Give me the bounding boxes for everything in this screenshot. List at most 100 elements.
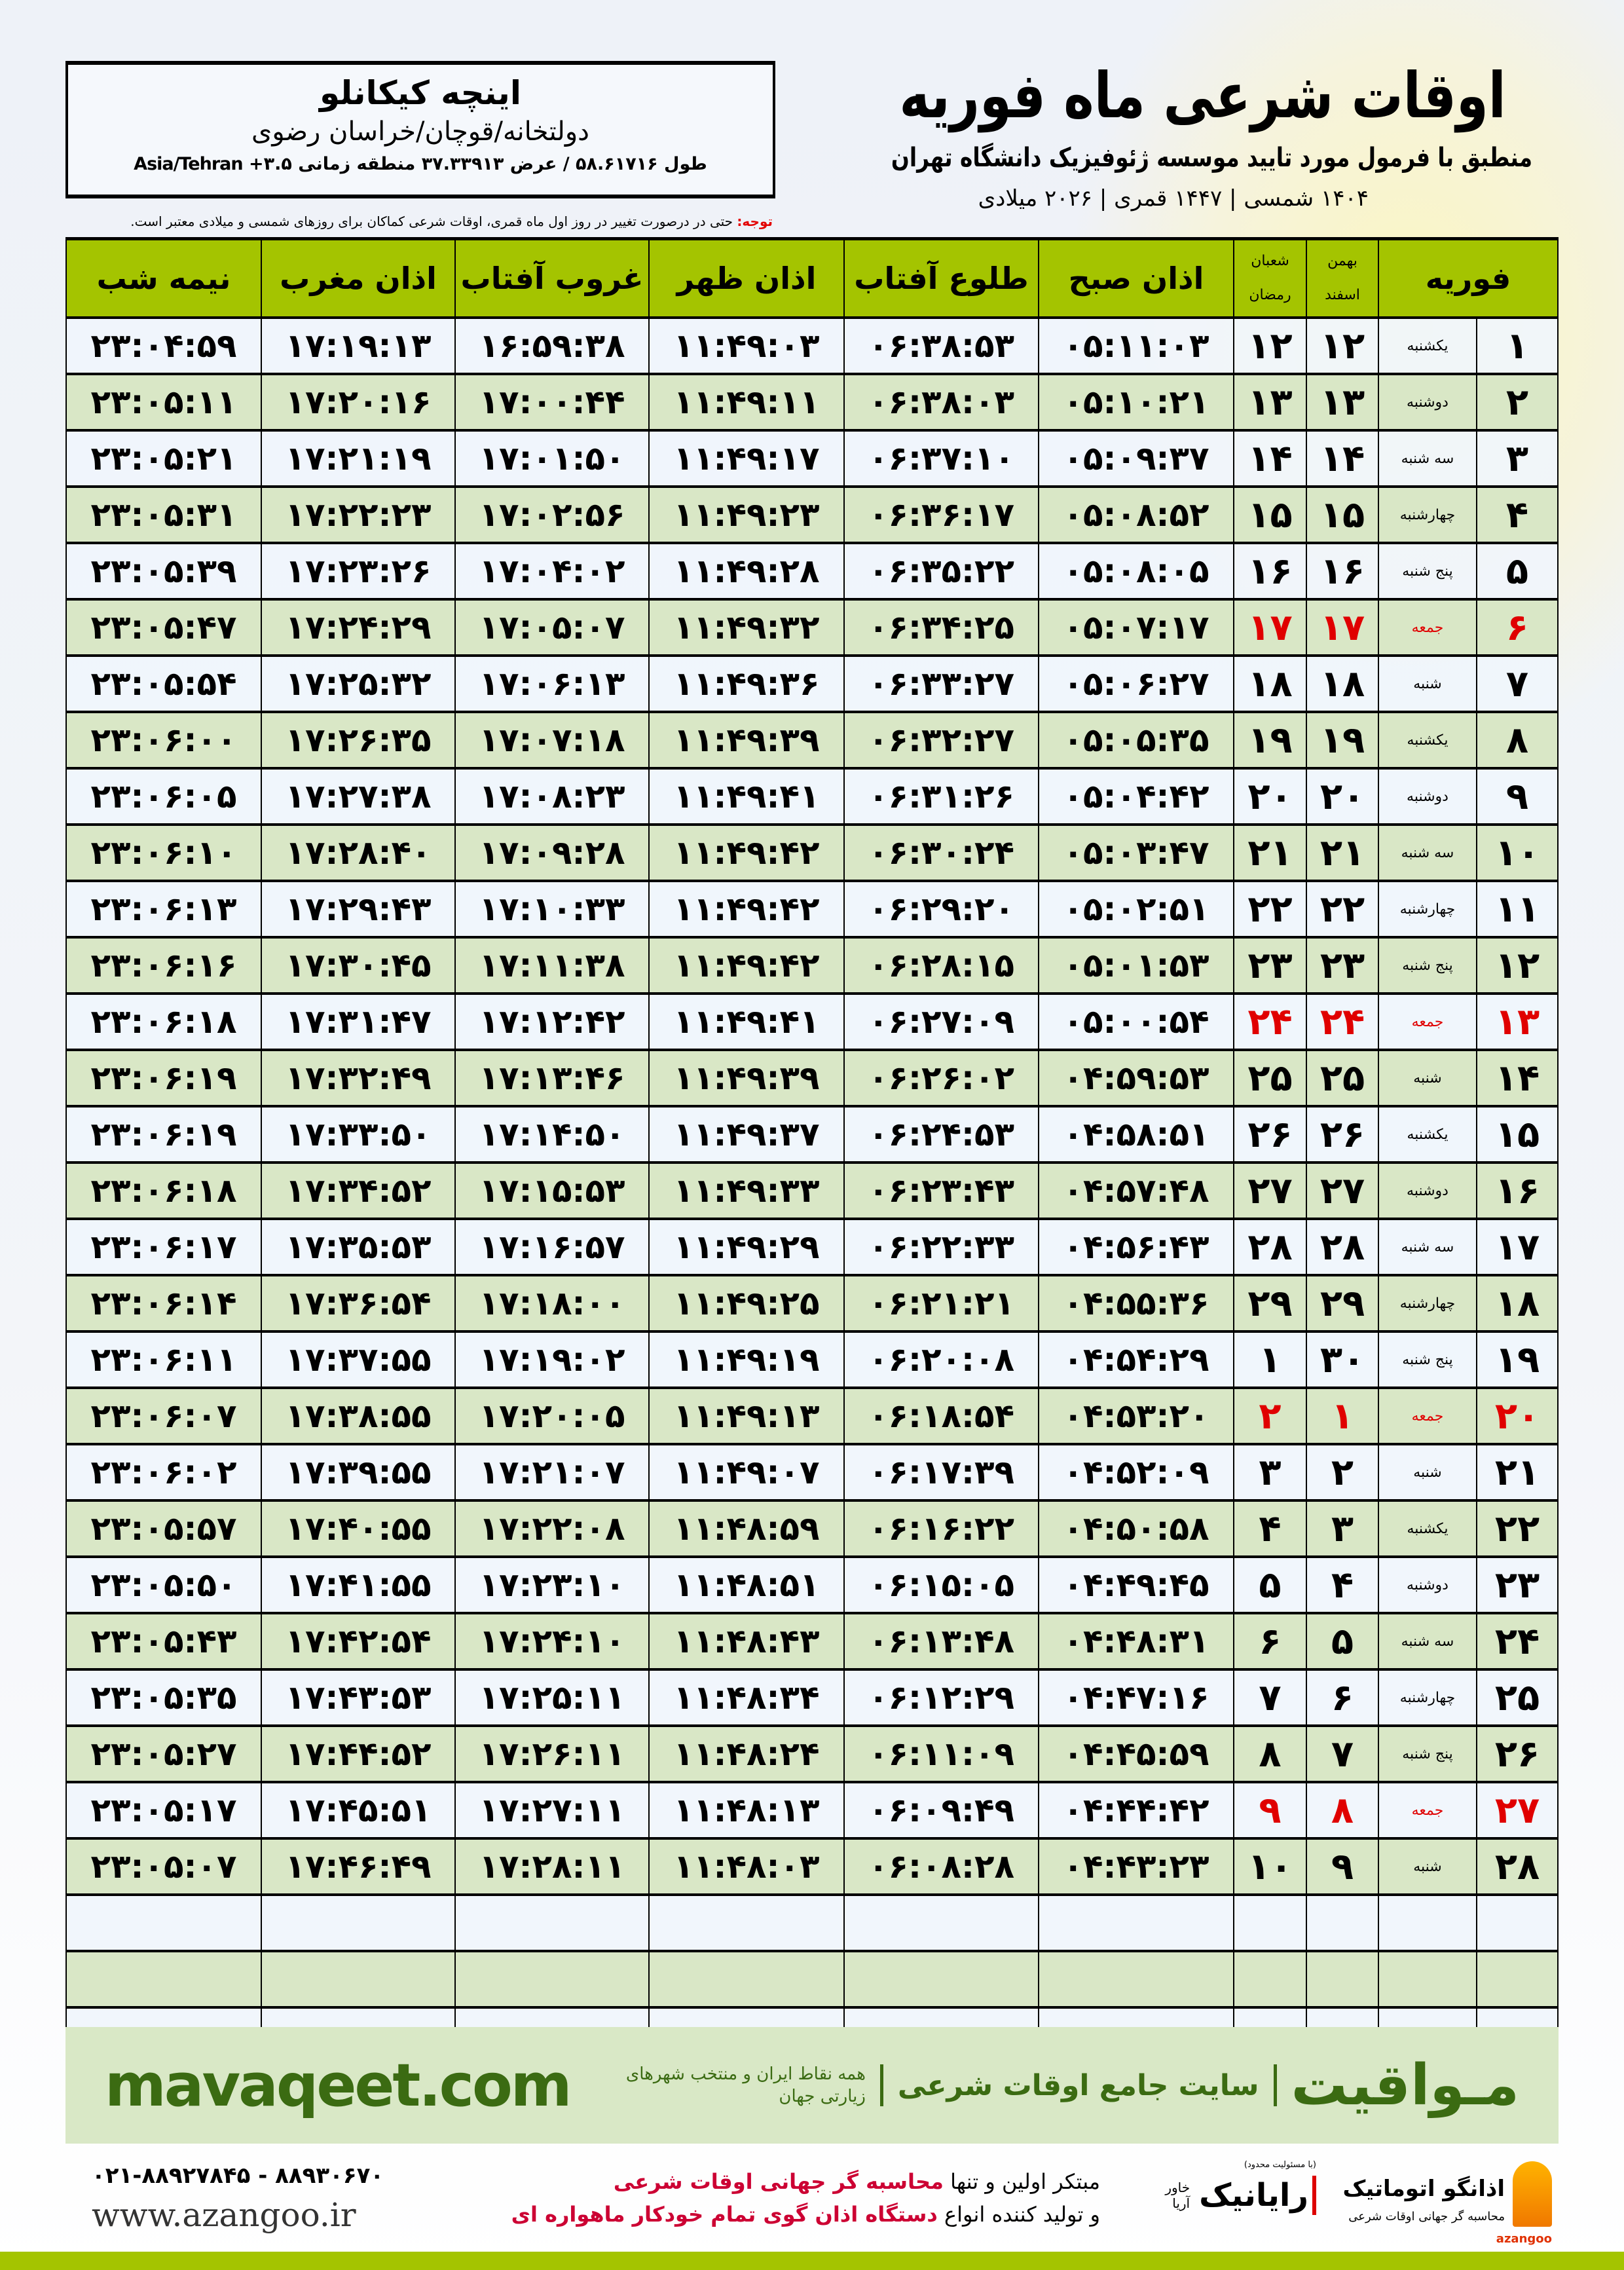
header-lunar-top: شعبان [1251,253,1289,269]
sobh-time: ۰۵:۰۸:۵۲ [1038,486,1234,544]
solar-day: ۲۲ [1306,880,1379,938]
solar-day: ۲۴ [1306,993,1379,1051]
day-number: ۱۸ [1476,1275,1559,1332]
tolu-time: ۰۶:۳۸:۵۳ [843,317,1039,375]
ghorub-time: ۱۷:۲۲:۰۸ [454,1500,650,1557]
maghrib-time: ۱۷:۲۳:۲۶ [261,542,456,600]
weekday: چهارشنبه [1378,880,1477,938]
maghrib-time: ۱۷:۴۵:۵۱ [261,1781,456,1839]
empty-row [65,1950,1559,2008]
lunar-day: ۸ [1233,1725,1307,1783]
zohr-time: ۱۱:۴۹:۲۳ [648,486,845,544]
rayanik-name: رایانیک [1199,2176,1316,2215]
table-row: ۱ یکشنبه ۱۲ ۱۲ ۰۵:۱۱:۰۳ ۰۶:۳۸:۵۳ ۱۱:۴۹:۰۳ ۱۶:۵۹… [65,317,1559,375]
tolu-time: ۰۶:۰۸:۲۸ [843,1838,1039,1895]
table-row: ۱۵ یکشنبه ۲۶ ۲۶ ۰۴:۵۸:۵۱ ۰۶:۲۴:۵۳ ۱۱:۴۹:۳۷ ۱۷:۱… [65,1106,1559,1163]
tolu-time: ۰۶:۳۱:۲۶ [843,768,1039,825]
zohr-time: ۱۱:۴۹:۳۹ [648,711,845,769]
zohr-time: ۱۱:۴۹:۱۹ [648,1331,845,1388]
table-row: ۶ جمعه ۱۷ ۱۷ ۰۵:۰۷:۱۷ ۰۶:۳۴:۲۵ ۱۱:۴۹:۳۲ ۱۷:۰۵:۰… [65,599,1559,656]
weekday [1378,1950,1477,2008]
ghorub-time: ۱۷:۱۹:۰۲ [454,1331,650,1388]
calendar-years-wrap: ۱۴۰۴ شمسی | ۱۴۴۷ قمری | ۲۰۲۶ میلادی [786,185,1532,212]
zohr-time: ۱۱:۴۸:۵۹ [648,1500,845,1557]
maghrib-time: ۱۷:۴۱:۵۵ [261,1556,456,1614]
table-row: ۲۷ جمعه ۸ ۹ ۰۴:۴۴:۴۲ ۰۶:۰۹:۴۹ ۱۱:۴۸:۱۳ ۱۷:۲۷:۱۱… [65,1781,1559,1839]
lunar-day: ۲۹ [1233,1275,1307,1332]
solar-day: ۱ [1306,1387,1379,1445]
solar-day: ۱۹ [1306,711,1379,769]
sobh-time: ۰۴:۵۸:۵۱ [1038,1106,1234,1163]
weekday: جمعه [1378,599,1477,656]
ghorub-time: ۱۷:۲۱:۰۷ [454,1443,650,1501]
zohr-time: ۱۱:۴۸:۰۳ [648,1838,845,1895]
maghrib-time: ۱۷:۳۰:۴۵ [261,937,456,994]
weekday: دوشنبه [1378,1162,1477,1219]
zohr-time: ۱۱:۴۹:۱۷ [648,430,845,487]
tolu-time: ۰۶:۳۲:۲۷ [843,711,1039,769]
nimeh-time: ۲۳:۰۵:۴۳ [65,1612,262,1670]
phone-numbers: ۰۲۱-۸۸۹۲۷۸۴۵ - ۸۸۹۳۰۶۷۰ [92,2163,384,2189]
zohr-time: ۱۱:۴۸:۱۳ [648,1781,845,1839]
sobh-time: ۰۵:۰۳:۴۷ [1038,824,1234,882]
sobh-time [1038,1894,1234,1952]
page-title-wrap: اوقات شرعی ماه فوریه [786,56,1532,135]
solar-day: ۱۴ [1306,430,1379,487]
day-number: ۸ [1476,711,1559,769]
maghrib-time: ۱۷:۳۹:۵۵ [261,1443,456,1501]
maghrib-time: ۱۷:۳۷:۵۵ [261,1331,456,1388]
solar-day: ۲۰ [1306,768,1379,825]
solar-day: ۲۹ [1306,1275,1379,1332]
header-zohr: اذان ظهر [648,237,845,318]
zohr-time: ۱۱:۴۸:۲۴ [648,1725,845,1783]
weekday: شنبه [1378,1049,1477,1107]
weekday: سه شنبه [1378,430,1477,487]
table-row: ۲۰ جمعه ۱ ۲ ۰۴:۵۳:۲۰ ۰۶:۱۸:۵۴ ۱۱:۴۹:۱۳ ۱۷:۲۰:۰۵… [65,1387,1559,1445]
promo-line2: و تولید کننده انواع [937,2202,1100,2227]
ghorub-time: ۱۷:۰۰:۴۴ [454,373,650,431]
nimeh-time: ۲۳:۰۵:۵۰ [65,1556,262,1614]
maghrib-time: ۱۷:۳۳:۵۰ [261,1106,456,1163]
azangoo-link[interactable]: www.azangoo.ir [92,2196,356,2234]
lunar-day: ۱۹ [1233,711,1307,769]
location-coordinates: طول ۵۸.۶۱۷۱۶ / عرض ۳۷.۳۳۹۱۳ منطقه زمانی … [134,154,708,174]
day-number: ۲۴ [1476,1612,1559,1670]
nimeh-time: ۲۳:۰۵:۲۱ [65,430,262,487]
bottom-bar [0,2252,1624,2270]
header-sobh: اذان صبح [1038,237,1234,318]
lunar-day [1233,1950,1307,2008]
divider [1273,2064,1277,2106]
zohr-time: ۱۱:۴۹:۲۸ [648,542,845,600]
header-lunar-month: شعبان رمضان [1233,237,1307,318]
promo-line1: مبتکر اولین و تنها [943,2169,1100,2194]
zohr-time: ۱۱:۴۹:۴۲ [648,824,845,882]
header-nimeh: نیمه شب [65,237,262,318]
sobh-time: ۰۴:۴۳:۲۳ [1038,1838,1234,1895]
day-number: ۱۵ [1476,1106,1559,1163]
sobh-time: ۰۵:۰۸:۰۵ [1038,542,1234,600]
lunar-day: ۲۷ [1233,1162,1307,1219]
header-maghrib: اذان مغرب [261,237,456,318]
solar-day: ۶ [1306,1669,1379,1726]
maghrib-time: ۱۷:۳۸:۵۵ [261,1387,456,1445]
mavaqeet-link[interactable]: mavaqeet.com [105,2051,572,2120]
promo-text: مبتکر اولین و تنها محاسبه گر جهانی اوقات… [511,2165,1100,2231]
nimeh-time: ۲۳:۰۶:۱۴ [65,1275,262,1332]
header-month: فوریه [1378,237,1559,318]
maghrib-time: ۱۷:۲۷:۳۸ [261,768,456,825]
weekday: پنج شنبه [1378,1331,1477,1388]
ghorub-time: ۱۷:۰۹:۲۸ [454,824,650,882]
ghorub-time: ۱۷:۰۶:۱۳ [454,655,650,713]
sobh-time: ۰۴:۴۷:۱۶ [1038,1669,1234,1726]
maghrib-time: ۱۷:۳۶:۵۴ [261,1275,456,1332]
rayanik-logo: (با مسئولیت محدود) رایانیک خاور آریا [1151,2159,1316,2215]
lunar-day: ۲۱ [1233,824,1307,882]
page-subtitle-wrap: منطبق با فرمول مورد تایید موسسه ژئوفیزیک… [786,141,1532,174]
empty-row [65,1894,1559,1952]
lunar-day: ۱۰ [1233,1838,1307,1895]
ghorub-time: ۱۷:۲۳:۱۰ [454,1556,650,1614]
nimeh-time: ۲۳:۰۶:۰۷ [65,1387,262,1445]
lunar-day: ۱۲ [1233,317,1307,375]
sobh-time: ۰۵:۰۲:۵۱ [1038,880,1234,938]
page-subtitle: منطبق با فرمول مورد تایید موسسه ژئوفیزیک… [891,143,1532,173]
